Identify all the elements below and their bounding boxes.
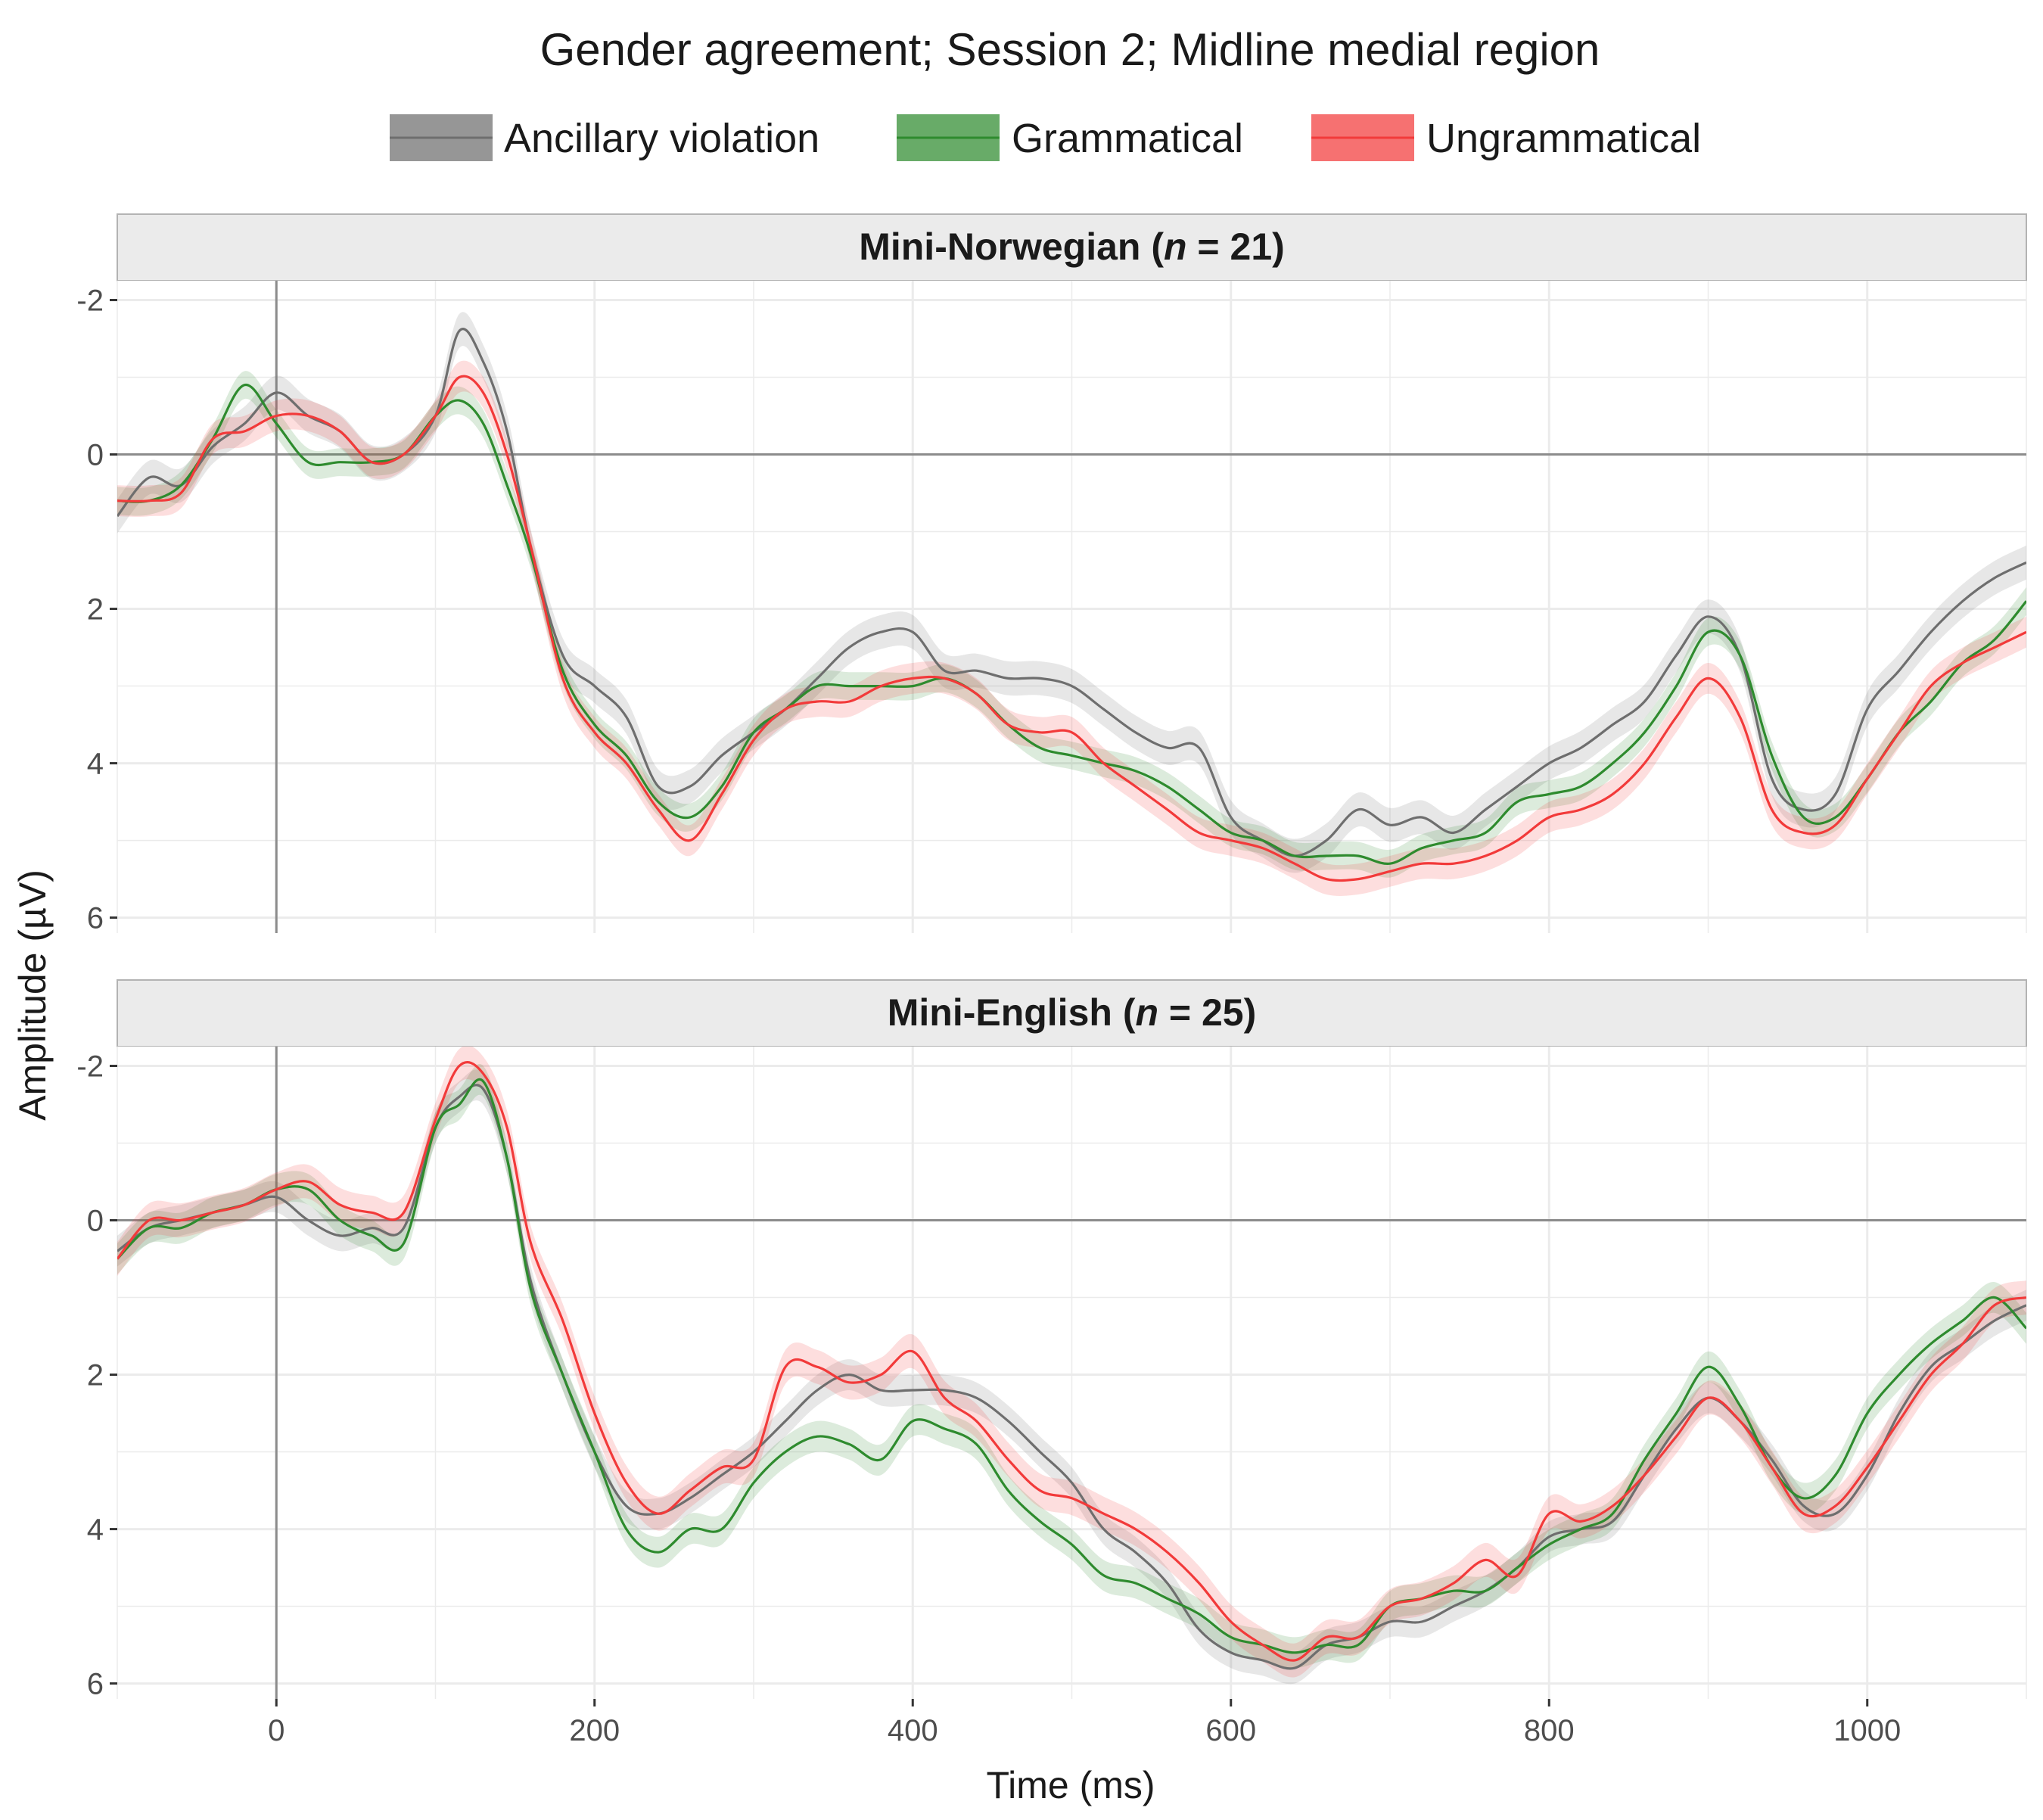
ribbon-ungrammatical — [117, 1047, 2026, 1678]
y-axis-title: Amplitude (µV) — [11, 870, 54, 1121]
ribbon-grammatical — [117, 371, 2026, 878]
y-tick-label: 0 — [87, 1205, 104, 1238]
x-tick-label: 600 — [1205, 1714, 1256, 1747]
series-line-ungrammatical — [117, 1061, 2026, 1662]
y-tick-label: 6 — [87, 902, 104, 935]
series-line-ancillary — [117, 328, 2026, 857]
x-tick-label: 0 — [268, 1714, 285, 1747]
y-tick-label: 2 — [87, 593, 104, 627]
ribbon-grammatical — [117, 1063, 2026, 1669]
chart-title: Gender agreement; Session 2; Midline med… — [540, 24, 1600, 75]
x-tick-label: 1000 — [1833, 1714, 1901, 1747]
x-tick-label: 400 — [888, 1714, 938, 1747]
legend-label-grammatical: Grammatical — [1012, 116, 1243, 161]
x-tick-label: 200 — [569, 1714, 620, 1747]
y-axis: -2 0 2 4 6 — [76, 285, 117, 935]
ribbon-ungrammatical — [117, 360, 2026, 896]
series-line-grammatical — [117, 1078, 2026, 1654]
panel-strip — [117, 213, 2027, 282]
panel-strip — [117, 979, 2027, 1047]
y-axis: -2 0 2 4 6 — [76, 1050, 117, 1701]
legend-item-ancillary: Ancillary violation — [390, 114, 819, 161]
series-line-ungrammatical — [117, 375, 2026, 882]
legend-item-ungrammatical: Ungrammatical — [1311, 114, 1701, 161]
panel-2: Mini-English (n = 25) -2 0 2 4 6 — [76, 979, 2027, 1701]
y-tick-label: 4 — [87, 1514, 104, 1547]
y-tick-label: 2 — [87, 1359, 104, 1392]
series-lines — [117, 328, 2026, 882]
ribbons — [117, 1047, 2026, 1685]
y-tick-label: 4 — [87, 748, 104, 781]
panel-strip-label: Mini-English (n = 25) — [888, 991, 1257, 1034]
panel-1: Mini-Norwegian (n = 21) -2 0 2 4 6 — [76, 213, 2027, 935]
series-lines — [117, 1061, 2026, 1670]
legend: Ancillary violation Grammatical Ungrammati… — [390, 114, 1701, 161]
x-axis: 0 200 400 600 800 1000 — [268, 1699, 1901, 1747]
y-tick-label: 0 — [87, 439, 104, 472]
y-tick-label: 6 — [87, 1668, 104, 1701]
legend-label-ungrammatical: Ungrammatical — [1426, 116, 1701, 161]
x-axis-title: Time (ms) — [986, 1764, 1155, 1806]
ribbon-ancillary — [117, 1069, 2026, 1685]
ribbons — [117, 312, 2026, 896]
y-tick-label: -2 — [76, 285, 104, 318]
legend-label-ancillary: Ancillary violation — [504, 116, 819, 161]
x-tick-label: 800 — [1524, 1714, 1575, 1747]
panel-strip-label: Mini-Norwegian (n = 21) — [859, 226, 1285, 268]
legend-item-grammatical: Grammatical — [897, 114, 1243, 161]
y-tick-label: -2 — [76, 1050, 104, 1084]
panels: Mini-Norwegian (n = 21)-20246Mini-Englis… — [76, 213, 2027, 1701]
